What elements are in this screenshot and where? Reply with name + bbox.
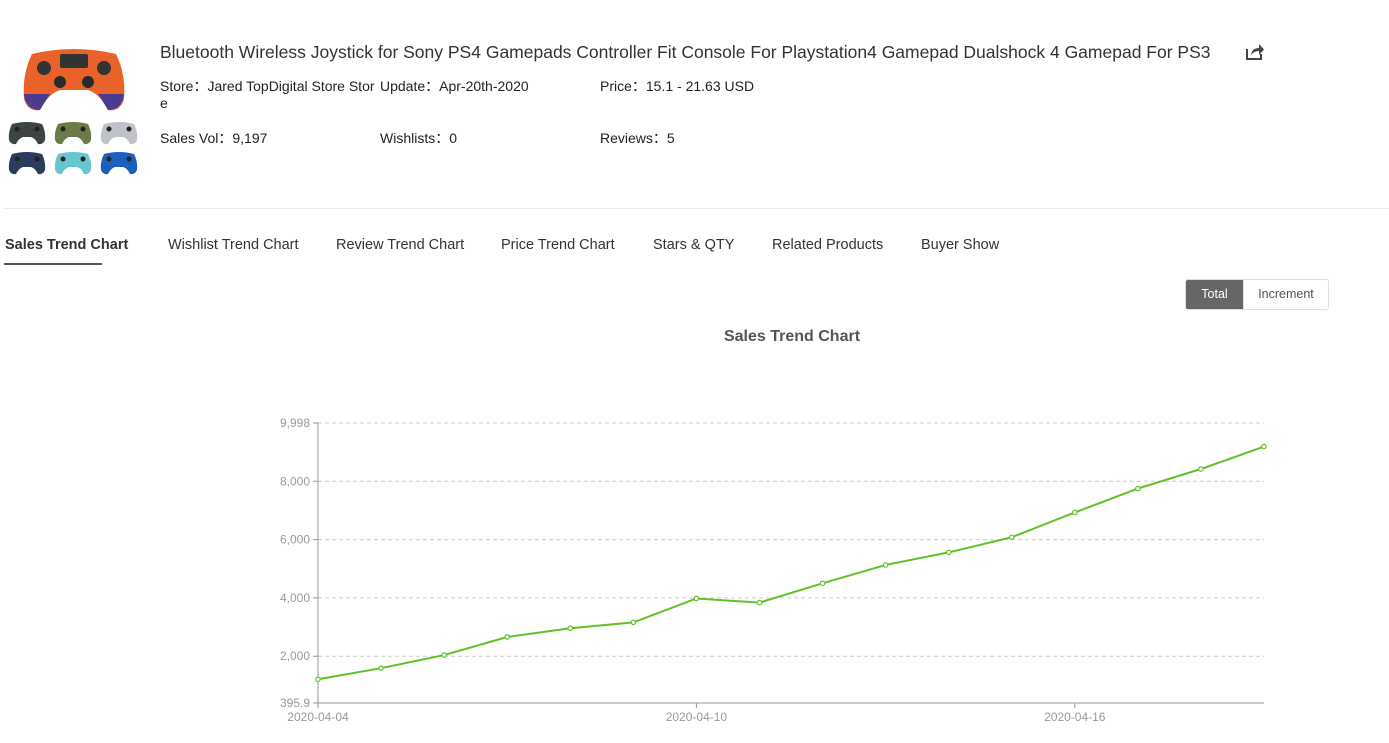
product-title[interactable]: Bluetooth Wireless Joystick for Sony PS4…: [160, 42, 1211, 62]
data-point: [756, 599, 763, 606]
store-info: Store：Jared TopDigital Store Stor e: [160, 78, 375, 112]
product-image-main[interactable]: [20, 44, 128, 114]
data-point: [1008, 534, 1015, 541]
variant-controller-button: [126, 126, 132, 132]
sales-trend-chart: 395.9 2,000 4,000 6,000 8,000 9,998 2020-04-04…: [280, 416, 1267, 724]
controller-dpad: [37, 61, 51, 75]
controller-stick-left: [54, 76, 66, 88]
data-point: [378, 665, 384, 671]
data-point: [945, 549, 952, 556]
variant-controller-button: [60, 126, 66, 132]
price-range: Price：15.1 - 21.63 USD: [600, 78, 755, 94]
y-tick-label: 395.9: [280, 696, 310, 710]
variant-controller-button: [34, 126, 40, 132]
variant-thumb[interactable]: [54, 120, 92, 146]
y-tick-label: 8,000: [280, 474, 310, 488]
variant-controller-button: [80, 156, 86, 162]
data-point: [819, 580, 826, 587]
data-point: [315, 676, 321, 683]
chart-tabs: Sales Trend Chart Wishlist Trend Chart R…: [0, 232, 1100, 268]
total-button[interactable]: Total: [1186, 280, 1243, 309]
product-variant-thumbs: [8, 118, 140, 176]
store-name-wrap[interactable]: e: [160, 95, 168, 111]
share-icon[interactable]: [1245, 43, 1265, 61]
variant-controller-button: [60, 156, 66, 162]
variant-thumb[interactable]: [8, 150, 46, 176]
variant-controller-shape: [54, 152, 92, 175]
data-point: [1198, 466, 1204, 472]
variant-controller-button: [80, 126, 86, 132]
variant-controller-shape: [100, 122, 138, 145]
tab-sales-trend[interactable]: Sales Trend Chart: [5, 237, 129, 253]
variant-controller-button: [106, 126, 112, 132]
tab-related-products[interactable]: Related Products: [772, 237, 884, 253]
review-count: Reviews：5: [600, 130, 675, 146]
x-tick-label: 2020-04-16: [1044, 710, 1106, 724]
y-tick-label: 2,000: [280, 649, 310, 663]
data-point: [1135, 485, 1141, 492]
data-point: [630, 619, 637, 626]
variant-thumb[interactable]: [100, 120, 138, 146]
variant-controller-button: [34, 156, 40, 162]
y-tick-label: 4,000: [280, 591, 310, 605]
data-point: [1261, 443, 1267, 450]
increment-button[interactable]: Increment: [1243, 280, 1328, 309]
x-tick-label: 2020-04-10: [666, 710, 728, 724]
variant-controller-button: [14, 126, 20, 132]
y-tick-label: 6,000: [280, 533, 310, 547]
variant-controller-shape: [54, 122, 92, 145]
sales-line: [317, 445, 1265, 681]
tab-review-trend[interactable]: Review Trend Chart: [336, 237, 465, 253]
active-tab-indicator: [4, 263, 102, 265]
tab-wishlist-trend[interactable]: Wishlist Trend Chart: [168, 237, 299, 253]
data-point: [693, 595, 700, 602]
y-tick-label: 9,998: [280, 416, 310, 430]
variant-controller-shape: [100, 152, 138, 175]
store-name[interactable]: Store：Jared TopDigital Store Stor: [160, 78, 375, 94]
tab-buyer-show[interactable]: Buyer Show: [921, 237, 1000, 253]
variant-thumb[interactable]: [8, 120, 46, 146]
controller-stick-right: [82, 76, 94, 88]
controller-touchpad: [60, 54, 88, 68]
controller-grip: [24, 94, 124, 110]
variant-controller-shape: [8, 122, 46, 145]
update-date: Update：Apr-20th-2020: [380, 78, 529, 94]
tab-stars-qty[interactable]: Stars & QTY: [653, 237, 735, 253]
product-header: Bluetooth Wireless Joystick for Sony PS4…: [0, 0, 1389, 208]
total-increment-toggle: Total Increment: [1185, 279, 1329, 310]
variant-controller-button: [106, 156, 112, 162]
x-tick-label: 2020-04-04: [287, 710, 349, 724]
variant-thumb[interactable]: [54, 150, 92, 176]
variant-thumb[interactable]: [100, 150, 138, 176]
data-point: [504, 634, 511, 640]
data-point: [567, 625, 574, 632]
section-divider: [4, 208, 1389, 209]
data-point: [882, 562, 889, 568]
variant-controller-button: [14, 156, 20, 162]
wishlist-count: Wishlists：0: [380, 130, 458, 146]
controller-buttons: [97, 61, 111, 75]
tab-price-trend[interactable]: Price Trend Chart: [501, 237, 615, 253]
data-point: [1072, 509, 1078, 516]
variant-controller-button: [126, 156, 132, 162]
data-point: [441, 652, 447, 658]
sales-volume: Sales Vol：9,197: [160, 130, 268, 146]
chart-title: Sales Trend Chart: [723, 328, 861, 345]
variant-controller-shape: [8, 152, 46, 175]
